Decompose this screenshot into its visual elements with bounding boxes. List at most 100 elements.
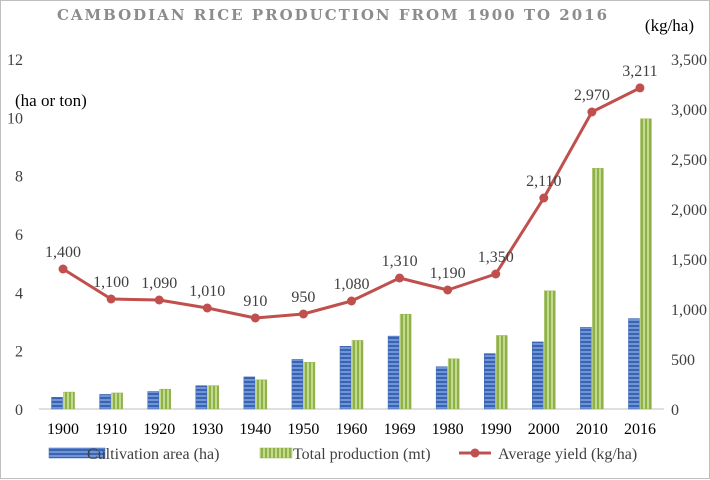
legend-item-cultivation: Cultivation area (ha) [48, 446, 219, 463]
right-tick-label: 1,500 [671, 252, 707, 269]
right-tick-label: 3,000 [671, 102, 707, 119]
category-label-1910: 1910 [95, 421, 127, 438]
right-axis-ticks: 0 500 1,000 1,500 2,000 2,500 3,000 3,500 [671, 52, 707, 419]
yield-data-label-1950: 950 [291, 289, 315, 306]
bar-cultivation-1930 [195, 385, 208, 410]
bar-cultivation-1980 [435, 366, 448, 410]
yield-point-1920 [154, 295, 164, 305]
bar-production-1930 [207, 385, 220, 410]
yield-point-1910 [106, 294, 116, 304]
legend-label-yield: Average yield (kg/ha) [498, 446, 637, 463]
bar-cultivation-1990 [483, 353, 496, 410]
bar-series [51, 118, 652, 410]
yield-point-1969 [395, 273, 405, 283]
bar-production-1980 [447, 358, 460, 410]
yield-point-2016 [635, 83, 645, 93]
yield-data-label-2000: 2,110 [526, 173, 561, 190]
bar-production-1960 [351, 340, 364, 410]
yield-line-series: 1,400 1,100 1,090 1,010 910 950 1,080 1,310 1,19… [45, 63, 658, 323]
legend-marker-yield [470, 448, 480, 458]
chart-title: CAMBODIAN RICE PRODUCTION FROM 1900 TO 2… [57, 6, 609, 24]
category-label-1969: 1969 [384, 421, 416, 438]
bar-production-2016 [640, 118, 652, 410]
category-label-1990: 1990 [480, 421, 512, 438]
yield-point-2000 [539, 193, 549, 203]
left-tick-label: 2 [15, 344, 23, 361]
bar-production-1900 [63, 391, 75, 410]
yield-data-label-2016: 3,211 [622, 63, 657, 80]
legend-label-production: Total production (mt) [293, 446, 431, 463]
category-label-1950: 1950 [287, 421, 319, 438]
bar-cultivation-2016 [628, 318, 640, 410]
yield-data-label-1969: 1,310 [382, 253, 418, 270]
bar-production-1950 [303, 362, 316, 410]
left-tick-label: 8 [15, 169, 23, 186]
yield-data-label-1900: 1,400 [45, 244, 81, 261]
bar-cultivation-1969 [387, 335, 400, 410]
yield-point-1900 [58, 264, 68, 274]
category-labels: 1900 1910 1920 1930 1940 1950 1960 1969 1980 1990… [47, 421, 656, 438]
bar-cultivation-2000 [532, 341, 544, 410]
bar-production-1969 [399, 313, 412, 410]
yield-point-1950 [298, 309, 308, 319]
category-label-2000: 2000 [528, 421, 560, 438]
bar-cultivation-2010 [580, 327, 592, 410]
right-tick-label: 1,000 [671, 302, 707, 319]
bar-production-2000 [544, 290, 556, 410]
yield-data-label-2010: 2,970 [574, 87, 610, 104]
bar-production-1920 [159, 388, 171, 410]
legend-swatch-cultivation [48, 447, 106, 459]
legend-item-yield: Average yield (kg/ha) [459, 446, 637, 463]
yield-point-2010 [587, 107, 597, 117]
category-label-1940: 1940 [239, 421, 271, 438]
left-tick-label: 6 [15, 227, 23, 244]
yield-data-label-1980: 1,190 [430, 265, 466, 282]
category-label-1980: 1980 [432, 421, 464, 438]
bar-production-1990 [495, 335, 508, 410]
yield-data-label-1940: 910 [243, 293, 267, 310]
right-axis-unit-label: (kg/ha) [645, 16, 694, 35]
bar-cultivation-1910 [99, 394, 111, 410]
category-label-1920: 1920 [143, 421, 175, 438]
legend-item-production: Total production (mt) [259, 446, 431, 463]
yield-data-label-1910: 1,100 [93, 274, 129, 291]
right-tick-label: 3,500 [671, 52, 707, 69]
category-label-1900: 1900 [47, 421, 79, 438]
yield-data-label-1920: 1,090 [141, 275, 177, 292]
right-tick-label: 500 [671, 352, 695, 369]
legend-label-cultivation: Cultivation area (ha) [87, 446, 219, 463]
category-label-1930: 1930 [191, 421, 223, 438]
left-tick-label: 0 [15, 402, 23, 419]
yield-point-1930 [202, 303, 212, 313]
yield-point-1980 [443, 285, 453, 295]
yield-data-label-1990: 1,350 [478, 249, 514, 266]
right-tick-label: 2,000 [671, 202, 707, 219]
bar-cultivation-1920 [147, 391, 159, 410]
bar-production-1940 [255, 379, 268, 410]
bar-production-2010 [592, 168, 604, 410]
category-label-2016: 2016 [624, 421, 656, 438]
yield-point-1940 [250, 313, 260, 323]
legend: Cultivation area (ha) Total production (… [48, 446, 637, 463]
right-tick-label: 2,500 [671, 152, 707, 169]
left-axis-ticks: 0 2 4 6 8 10 12 [7, 52, 23, 419]
left-axis-unit-label: (ha or ton) [15, 91, 87, 110]
left-tick-label: 12 [7, 52, 23, 69]
left-tick-label: 4 [15, 285, 23, 302]
yield-data-label-1960: 1,080 [334, 276, 370, 293]
bar-production-1910 [111, 392, 123, 410]
bar-cultivation-1900 [51, 397, 63, 410]
bar-cultivation-1950 [291, 359, 304, 410]
bar-cultivation-1960 [339, 346, 352, 410]
yield-point-1960 [347, 296, 356, 306]
category-label-1960: 1960 [336, 421, 368, 438]
yield-data-label-1930: 1,010 [189, 283, 225, 300]
legend-swatch-production [259, 447, 293, 459]
right-tick-label: 0 [671, 402, 679, 419]
yield-point-1990 [491, 269, 501, 279]
bar-cultivation-1940 [243, 376, 256, 410]
category-label-2010: 2010 [576, 421, 608, 438]
left-tick-label: 10 [7, 110, 23, 127]
